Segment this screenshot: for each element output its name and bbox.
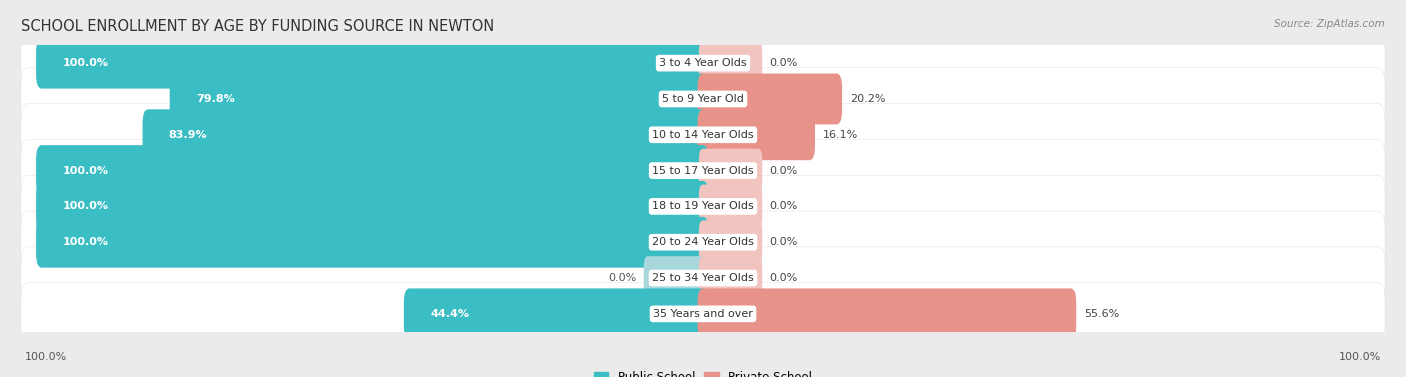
FancyBboxPatch shape	[21, 247, 1385, 309]
FancyBboxPatch shape	[37, 181, 709, 232]
Text: 35 Years and over: 35 Years and over	[652, 309, 754, 319]
FancyBboxPatch shape	[699, 221, 762, 264]
FancyBboxPatch shape	[21, 175, 1385, 238]
Text: 10 to 14 Year Olds: 10 to 14 Year Olds	[652, 130, 754, 140]
FancyBboxPatch shape	[21, 68, 1385, 130]
FancyBboxPatch shape	[142, 109, 709, 160]
Text: 0.0%: 0.0%	[769, 58, 797, 68]
FancyBboxPatch shape	[21, 104, 1385, 166]
FancyBboxPatch shape	[404, 288, 709, 339]
Text: 100.0%: 100.0%	[1339, 352, 1381, 362]
FancyBboxPatch shape	[21, 283, 1385, 345]
Text: 100.0%: 100.0%	[62, 166, 108, 176]
Text: 100.0%: 100.0%	[62, 58, 108, 68]
Text: 44.4%: 44.4%	[430, 309, 470, 319]
Text: 0.0%: 0.0%	[769, 273, 797, 283]
FancyBboxPatch shape	[170, 74, 709, 124]
Text: 83.9%: 83.9%	[169, 130, 208, 140]
FancyBboxPatch shape	[697, 288, 1076, 339]
FancyBboxPatch shape	[21, 139, 1385, 202]
Text: 16.1%: 16.1%	[824, 130, 859, 140]
FancyBboxPatch shape	[697, 109, 815, 160]
FancyBboxPatch shape	[37, 217, 709, 268]
Text: 18 to 19 Year Olds: 18 to 19 Year Olds	[652, 201, 754, 211]
FancyBboxPatch shape	[21, 211, 1385, 273]
Text: 100.0%: 100.0%	[62, 237, 108, 247]
Text: 55.6%: 55.6%	[1084, 309, 1119, 319]
Text: 5 to 9 Year Old: 5 to 9 Year Old	[662, 94, 744, 104]
Text: 0.0%: 0.0%	[769, 166, 797, 176]
Text: 0.0%: 0.0%	[609, 273, 637, 283]
FancyBboxPatch shape	[699, 185, 762, 228]
FancyBboxPatch shape	[699, 256, 762, 300]
Text: Source: ZipAtlas.com: Source: ZipAtlas.com	[1274, 19, 1385, 29]
Text: SCHOOL ENROLLMENT BY AGE BY FUNDING SOURCE IN NEWTON: SCHOOL ENROLLMENT BY AGE BY FUNDING SOUR…	[21, 19, 495, 34]
Text: 20.2%: 20.2%	[851, 94, 886, 104]
Text: 3 to 4 Year Olds: 3 to 4 Year Olds	[659, 58, 747, 68]
Text: 20 to 24 Year Olds: 20 to 24 Year Olds	[652, 237, 754, 247]
Text: 0.0%: 0.0%	[769, 237, 797, 247]
Text: 100.0%: 100.0%	[25, 352, 67, 362]
FancyBboxPatch shape	[697, 74, 842, 124]
FancyBboxPatch shape	[37, 38, 709, 89]
Text: 0.0%: 0.0%	[769, 201, 797, 211]
Text: 79.8%: 79.8%	[195, 94, 235, 104]
Text: 15 to 17 Year Olds: 15 to 17 Year Olds	[652, 166, 754, 176]
FancyBboxPatch shape	[644, 256, 707, 300]
Text: 100.0%: 100.0%	[62, 201, 108, 211]
FancyBboxPatch shape	[699, 41, 762, 85]
Text: 25 to 34 Year Olds: 25 to 34 Year Olds	[652, 273, 754, 283]
FancyBboxPatch shape	[699, 149, 762, 192]
FancyBboxPatch shape	[37, 145, 709, 196]
Legend: Public School, Private School: Public School, Private School	[589, 366, 817, 377]
FancyBboxPatch shape	[21, 32, 1385, 94]
